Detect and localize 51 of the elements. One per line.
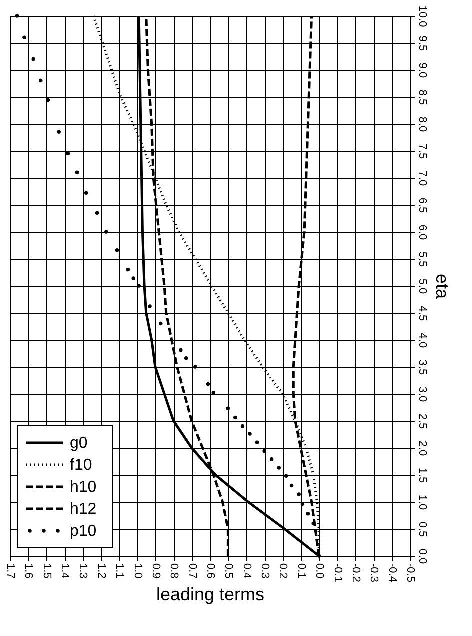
x-tick-label: 1.2 (95, 564, 108, 579)
y-tick-label: 1.5 (416, 468, 428, 484)
y-tick-label: 8.0 (416, 116, 428, 132)
x-tick-label: 0.4 (240, 564, 253, 579)
x-tick-label: -0.2 (350, 564, 362, 582)
y-tick-label: 8.5 (416, 90, 428, 106)
x-axis-title: leading terms (156, 584, 265, 604)
y-tick-label: 10.0 (416, 6, 428, 28)
y-tick-label: 6.0 (416, 224, 428, 240)
x-tick-label: 0.7 (186, 564, 198, 579)
y-tick-label: 0.0 (416, 548, 428, 564)
legend-label: g0 (70, 435, 88, 452)
legend-label: h12 (70, 501, 97, 518)
y-tick-label: 4.0 (416, 332, 428, 348)
y-tick-label: 7.5 (416, 144, 428, 160)
x-tick-label: -0.5 (404, 564, 416, 582)
x-tick-label: 1.0 (132, 564, 144, 579)
y-tick-label: 2.5 (416, 414, 428, 430)
x-tick-label: 0.1 (295, 564, 308, 579)
x-tick-label: 1.3 (77, 564, 90, 579)
y-tick-label: 3.5 (416, 360, 428, 376)
y-tick-label: 5.0 (416, 278, 428, 294)
x-tick-label: -0.1 (332, 564, 344, 582)
x-tick-label: 1.4 (59, 564, 72, 579)
legend-label: p10 (70, 523, 97, 540)
x-tick-label: 0.5 (222, 564, 235, 579)
x-tick-label: 0.8 (168, 564, 180, 579)
y-axis-title: eta (432, 274, 452, 300)
x-tick-label: 1.7 (4, 564, 16, 579)
x-tick-label: 1.5 (40, 564, 53, 579)
y-tick-label: 0.5 (416, 522, 428, 538)
y-tick-label: 1.0 (416, 494, 428, 510)
x-tick-label: 0.6 (204, 564, 216, 579)
x-tick-label: 0.3 (259, 564, 272, 579)
y-tick-label: 9.5 (416, 36, 428, 52)
legend-label: f10 (70, 457, 92, 474)
y-tick-label: 4.5 (416, 306, 428, 322)
y-tick-label: 2.0 (416, 440, 428, 456)
legend-label: h10 (70, 479, 97, 496)
x-tick-label: 0.9 (150, 564, 162, 579)
x-tick-label: 1.1 (114, 564, 126, 579)
x-tick-label: 0.2 (277, 564, 290, 579)
x-tick-label: 1.6 (22, 564, 35, 579)
y-tick-label: 9.0 (416, 62, 428, 78)
x-tick-label: -0.4 (386, 564, 398, 582)
y-tick-label: 7.0 (416, 170, 428, 186)
y-tick-label: 5.5 (416, 252, 428, 268)
y-tick-label: 3.0 (416, 386, 428, 402)
x-tick-label: -0.3 (368, 564, 380, 582)
y-tick-label: 6.5 (416, 198, 428, 214)
x-tick-label: 0.0 (314, 564, 326, 579)
